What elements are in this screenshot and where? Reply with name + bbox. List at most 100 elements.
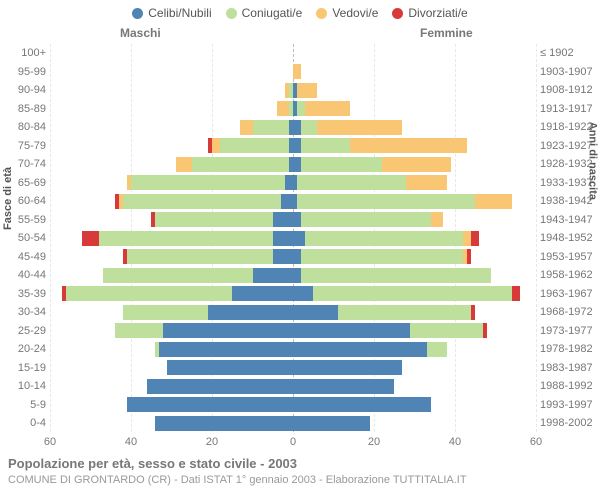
label-maschi: Maschi xyxy=(120,26,161,40)
age-row: 95-991903-1907 xyxy=(0,63,600,82)
age-label: 5-9 xyxy=(0,399,50,411)
year-label: 1913-1917 xyxy=(536,103,600,115)
bar-seg-f-co xyxy=(301,138,350,153)
age-label: 55-59 xyxy=(0,214,50,226)
age-row: 60-641938-1942 xyxy=(0,192,600,211)
bar-seg-m-co xyxy=(66,286,232,301)
legend-label: Vedovi/e xyxy=(332,6,378,20)
age-label: 60-64 xyxy=(0,195,50,207)
bar-seg-m-c xyxy=(273,231,293,246)
divorziati-swatch xyxy=(392,8,403,19)
bar-seg-f-v xyxy=(406,175,447,190)
bar-seg-f-d xyxy=(483,323,487,338)
bar-seg-f-v xyxy=(431,212,443,227)
bar-seg-f-c xyxy=(293,231,305,246)
bar-seg-f-co xyxy=(410,323,483,338)
bar-seg-m-d xyxy=(82,231,98,246)
age-row: 70-741928-1932 xyxy=(0,155,600,174)
legend-label: Celibi/Nubili xyxy=(148,6,211,20)
bar-seg-f-v xyxy=(382,157,451,172)
legend-label: Coniugati/e xyxy=(242,6,303,20)
age-row: 30-34 1968-1972 xyxy=(0,303,600,322)
age-row: 65-691933-1937 xyxy=(0,174,600,193)
bar-seg-m-c xyxy=(155,416,293,431)
bar-seg-m-c xyxy=(232,286,293,301)
bar-seg-f-v xyxy=(475,194,511,209)
age-label: 100+ xyxy=(0,47,50,59)
age-row: 40-441958-1962 xyxy=(0,266,600,285)
bar-seg-f-c xyxy=(293,120,301,135)
bar-seg-f-co xyxy=(301,249,463,264)
bar-seg-f-c xyxy=(293,342,427,357)
age-label: 0-4 xyxy=(0,417,50,429)
bar-seg-f-d xyxy=(471,231,479,246)
celibi-swatch xyxy=(132,8,143,19)
bar-seg-f-c xyxy=(293,305,338,320)
bar-seg-m-c xyxy=(208,305,293,320)
age-row: 45-49 1953-1957 xyxy=(0,248,600,267)
age-label: 90-94 xyxy=(0,84,50,96)
bar-seg-m-co xyxy=(123,194,281,209)
bar-seg-m-v xyxy=(212,138,220,153)
coniugati-swatch xyxy=(226,8,237,19)
age-label: 50-54 xyxy=(0,232,50,244)
bar-seg-f-c xyxy=(293,360,402,375)
bar-seg-m-c xyxy=(163,323,293,338)
age-row: 85-89 1913-1917 xyxy=(0,100,600,119)
legend-item-divorziati: Divorziati/e xyxy=(392,6,467,20)
population-pyramid: 100+ ≤ 1902 95-991903-1907 90-94 1908-1912 85… xyxy=(0,44,600,433)
bar-seg-f-co xyxy=(313,286,511,301)
year-label: 1988-1992 xyxy=(536,380,600,392)
age-label: 40-44 xyxy=(0,269,50,281)
year-label: ≤ 1902 xyxy=(536,47,600,59)
legend-label: Divorziati/e xyxy=(408,6,467,20)
bar-seg-f-v xyxy=(293,64,301,79)
x-tick: 60 xyxy=(44,436,56,448)
year-label: 1968-1972 xyxy=(536,306,600,318)
vedovi-swatch xyxy=(316,8,327,19)
legend: Celibi/Nubili Coniugati/e Vedovi/e Divorzia… xyxy=(0,0,600,20)
chart-title: Popolazione per età, sesso e stato civil… xyxy=(8,456,297,471)
bar-seg-f-c xyxy=(293,323,410,338)
year-label: 1908-1912 xyxy=(536,84,600,96)
bar-seg-m-co xyxy=(253,120,289,135)
bar-seg-f-c xyxy=(293,379,394,394)
age-label: 95-99 xyxy=(0,66,50,78)
year-label: 1953-1957 xyxy=(536,251,600,263)
year-label: 1973-1977 xyxy=(536,325,600,337)
age-label: 65-69 xyxy=(0,177,50,189)
age-row: 15-191983-1987 xyxy=(0,359,600,378)
bar-seg-m-c xyxy=(167,360,293,375)
bar-seg-m-v xyxy=(176,157,192,172)
year-label: 1923-1927 xyxy=(536,140,600,152)
bar-seg-m-v xyxy=(240,120,252,135)
year-label: 1918-1922 xyxy=(536,121,600,133)
year-label: 1928-1932 xyxy=(536,158,600,170)
bar-seg-m-co xyxy=(131,175,285,190)
bar-seg-f-v xyxy=(317,120,402,135)
age-label: 80-84 xyxy=(0,121,50,133)
bar-seg-m-c xyxy=(253,268,294,283)
bar-seg-f-d xyxy=(512,286,520,301)
bar-seg-f-c xyxy=(293,249,301,264)
age-label: 45-49 xyxy=(0,251,50,263)
age-row: 25-291973-1977 xyxy=(0,322,600,341)
bar-seg-f-d xyxy=(467,249,471,264)
year-label: 1993-1997 xyxy=(536,399,600,411)
label-femmine: Femmine xyxy=(420,26,473,40)
bar-seg-m-co xyxy=(123,305,208,320)
age-label: 30-34 xyxy=(0,306,50,318)
bar-seg-f-v xyxy=(305,101,350,116)
bar-seg-f-co xyxy=(301,120,317,135)
bar-seg-m-co xyxy=(99,231,273,246)
age-row: 75-791923-1927 xyxy=(0,137,600,156)
bar-seg-m-c xyxy=(273,212,293,227)
x-tick: 20 xyxy=(368,436,380,448)
x-tick: 60 xyxy=(530,436,542,448)
bar-seg-f-d xyxy=(471,305,475,320)
bar-seg-m-c xyxy=(273,249,293,264)
bar-seg-f-c xyxy=(293,397,431,412)
bar-seg-m-c xyxy=(127,397,293,412)
year-label: 1983-1987 xyxy=(536,362,600,374)
age-label: 85-89 xyxy=(0,103,50,115)
